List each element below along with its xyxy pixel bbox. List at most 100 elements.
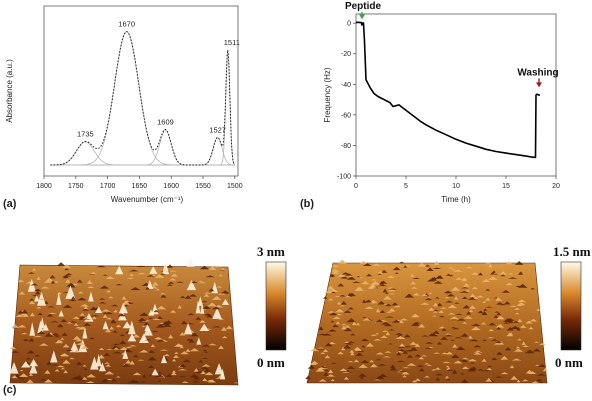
afm-texture-peak [536, 308, 541, 312]
afm-texture-peak [373, 379, 381, 381]
afm-texture-peak [186, 280, 197, 291]
afm-texture-peak [339, 305, 346, 307]
afm-texture-peak [147, 356, 157, 361]
afm-texture-peak [463, 283, 469, 286]
afm-texture-peak [453, 269, 463, 272]
afm-texture-peak [330, 291, 337, 294]
afm-texture-peak [433, 309, 439, 312]
afm-texture-peak [432, 267, 442, 270]
afm-texture-peak [34, 354, 41, 357]
afm-texture-peak [477, 310, 484, 314]
afm-texture-peak [96, 265, 107, 268]
panel-label-a: (a) [3, 198, 17, 210]
afm-texture-peak [404, 349, 414, 352]
afm-texture-peak [351, 281, 361, 283]
afm-texture-peak [34, 295, 40, 302]
afm-texture-peak [344, 325, 351, 328]
afm-texture-peak [445, 351, 454, 355]
afm-texture-peak [401, 367, 411, 369]
afm-texture-peak [22, 338, 29, 342]
afm-texture-peak [45, 277, 54, 282]
afm-texture-peak [399, 318, 409, 321]
afm-texture-peak [491, 338, 498, 341]
afm-texture-peak [481, 358, 487, 362]
afm-texture-peak [218, 292, 226, 295]
afm-texture-peak [517, 338, 522, 341]
afm-texture-peak [397, 345, 405, 348]
afm-texture-peak [200, 366, 209, 370]
afm-texture-peak [452, 327, 460, 330]
afm-texture-peak [337, 283, 345, 287]
afm-texture-peak [64, 268, 70, 271]
afm-texture-peak [496, 351, 503, 355]
afm-texture-peak [373, 338, 382, 341]
afm-texture-peak [491, 357, 498, 360]
afm-texture-peak [488, 322, 497, 326]
qcm-y-tick-label: -60 [341, 112, 351, 119]
afm-texture-peak [195, 300, 201, 314]
afm-texture-peak [485, 288, 491, 291]
afm-texture-peak [26, 381, 35, 383]
ftir-peak-label: 1527 [209, 125, 226, 134]
afm-texture-peak [388, 293, 396, 295]
afm-texture-peak [324, 355, 331, 359]
afm-texture-peak [364, 299, 373, 303]
afm-texture-peak [214, 363, 224, 375]
afm-texture-peak [219, 368, 226, 380]
afm-texture-peak [59, 353, 70, 356]
afm-texture-peak [392, 266, 401, 271]
afm-texture-peak [179, 351, 190, 355]
afm-texture-peak [118, 340, 127, 345]
afm-texture-peak [204, 371, 214, 376]
afm-texture-peak [158, 322, 165, 324]
afm-texture-peak [395, 350, 404, 353]
afm-texture-peak [488, 276, 498, 280]
afm-texture-peak [30, 294, 40, 297]
afm-texture-peak [361, 345, 366, 348]
afm-texture-peak [121, 296, 127, 300]
afm-texture-peak [440, 307, 448, 309]
afm-texture-peak [423, 375, 430, 378]
afm-texture-peak [486, 367, 493, 371]
afm-texture-peak [328, 298, 334, 301]
afm-texture-peak [179, 332, 186, 336]
afm-texture-peak [68, 283, 76, 288]
ftir-x-axis-label: Wavenumber (cm⁻¹) [111, 195, 184, 204]
qcm-y-tick-label: 0 [347, 21, 351, 28]
afm-texture-peak [76, 361, 82, 365]
afm-texture-peak [50, 350, 58, 363]
afm-texture-peak [131, 380, 140, 383]
afm-texture-peak [511, 358, 522, 361]
afm-texture-peak [445, 369, 455, 372]
afm-texture-peak [417, 262, 427, 267]
afm-texture-peak [518, 271, 524, 275]
afm-texture-peak [347, 307, 354, 310]
afm-texture-peak [15, 314, 24, 317]
afm-texture-peak [495, 296, 501, 301]
afm-texture-peak [402, 375, 407, 378]
afm-texture-peak [482, 339, 487, 342]
afm-texture-peak [53, 336, 62, 338]
afm-texture-peak [168, 270, 177, 272]
afm-texture-peak [341, 325, 347, 330]
afm-texture-peak [125, 359, 132, 364]
afm-texture-peak [29, 321, 36, 336]
afm-texture-peak [82, 365, 87, 367]
afm-texture-peak [343, 327, 353, 332]
afm-texture-peak [355, 287, 362, 291]
afm-texture-peak [529, 318, 538, 322]
afm-texture-peak [387, 329, 396, 331]
afm-texture-peak [370, 334, 378, 336]
afm-texture-peak [29, 362, 38, 374]
afm-texture-peak [168, 334, 174, 339]
afm-texture-peak [328, 288, 339, 292]
afm-texture-peak [494, 376, 503, 378]
afm-texture-peak [221, 298, 230, 305]
afm-texture-peak [112, 330, 118, 333]
afm-texture-peak [444, 296, 450, 299]
afm-texture-peak [406, 363, 417, 366]
afm-texture-peak [347, 360, 354, 363]
afm-texture-peak [78, 317, 84, 320]
ftir-x-tick-label: 1600 [163, 183, 179, 190]
afm-texture-peak [517, 318, 523, 323]
